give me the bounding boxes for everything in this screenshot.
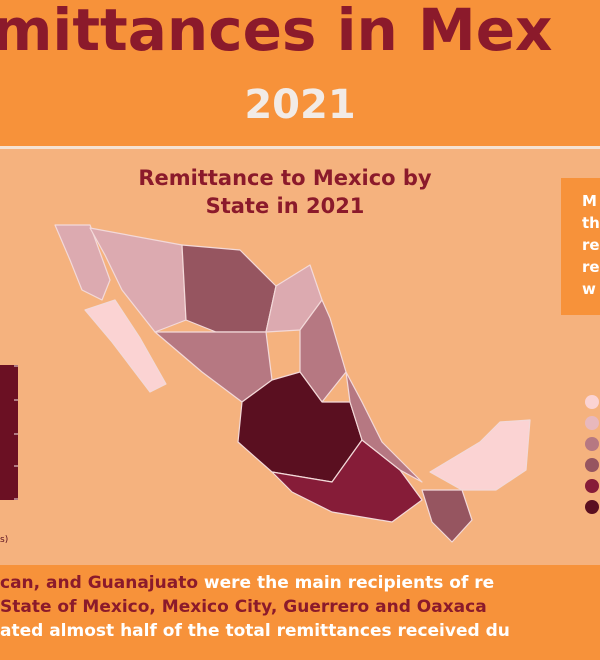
scale-bar: s) xyxy=(0,365,18,545)
header-year: 2021 xyxy=(244,82,355,128)
scale-unit: s) xyxy=(0,535,8,545)
footer-band xyxy=(0,565,600,660)
color-legend xyxy=(585,395,599,514)
note-box xyxy=(561,178,600,315)
scale-ticks xyxy=(14,365,18,500)
legend-swatch xyxy=(585,416,599,430)
state xyxy=(421,489,473,543)
state xyxy=(429,419,531,491)
state xyxy=(345,371,423,483)
note-text: M th re re w xyxy=(582,192,600,298)
footer-plain: were the main recipients of re xyxy=(198,573,494,593)
header-title: mittances in Mex xyxy=(0,0,552,64)
footer-line: can, and Guanajuato were the main recipi… xyxy=(0,573,494,593)
legend-swatch xyxy=(585,395,599,409)
mexico-map xyxy=(54,224,531,543)
note-line: w xyxy=(582,280,596,298)
legend-swatch xyxy=(585,437,599,451)
state xyxy=(271,439,423,523)
footer-highlight: can, and Guanajuato xyxy=(0,573,198,593)
note-line: re xyxy=(582,258,600,276)
legend-swatch xyxy=(585,500,599,514)
footer-line: ated almost half of the total remittance… xyxy=(0,621,510,641)
map-title: State in 2021 xyxy=(206,194,365,218)
footer-text: can, and Guanajuato were the main recipi… xyxy=(0,573,510,641)
note-line: re xyxy=(582,236,600,254)
scale-gradient xyxy=(0,365,18,500)
legend-swatch xyxy=(585,479,599,493)
legend-swatch xyxy=(585,458,599,472)
state xyxy=(84,299,167,393)
note-line: M xyxy=(582,192,597,210)
header-divider xyxy=(0,146,600,149)
map-title: Remittance to Mexico by xyxy=(138,166,432,190)
state xyxy=(54,224,111,301)
note-line: th xyxy=(582,214,600,232)
header-band xyxy=(0,0,600,146)
footer-line: State of Mexico, Mexico City, Guerrero a… xyxy=(0,597,487,617)
